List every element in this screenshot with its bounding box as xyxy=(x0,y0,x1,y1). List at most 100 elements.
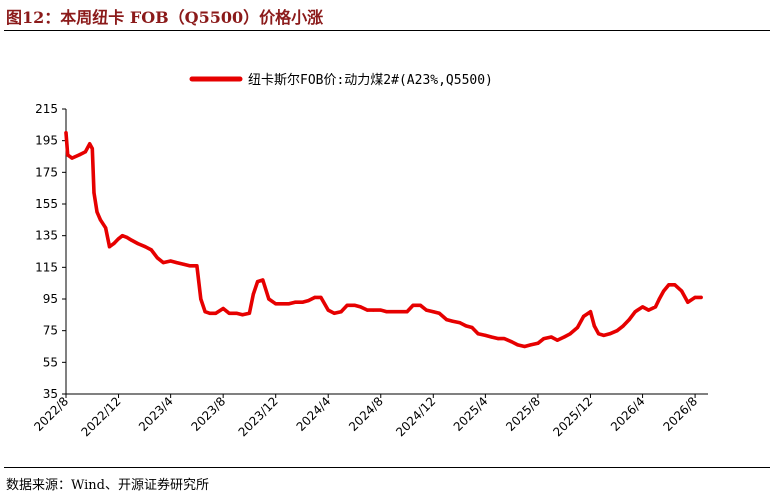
data-point xyxy=(112,242,116,246)
data-point xyxy=(411,303,415,307)
data-point xyxy=(615,329,619,333)
x-tick-labels: 2022/8 2022/12 2023/4 2023/8 2023/12 2024/4 20… xyxy=(31,394,700,439)
x-tick-label: 2024/8 xyxy=(346,394,386,434)
data-point xyxy=(98,218,102,222)
data-point xyxy=(555,338,559,342)
data-point xyxy=(306,299,310,303)
data-point xyxy=(597,332,601,336)
data-point xyxy=(203,310,207,314)
y-tick-label: 195 xyxy=(35,134,58,148)
data-point xyxy=(693,295,697,299)
data-point xyxy=(149,248,153,252)
data-point xyxy=(251,292,255,296)
x-tick-label: 2024/4 xyxy=(294,394,334,434)
y-tick-labels: 35 55 75 95 115 135 155 175 195 215 xyxy=(35,102,58,401)
data-point xyxy=(221,306,225,311)
data-point xyxy=(95,210,99,214)
data-point xyxy=(169,259,173,263)
data-point xyxy=(379,308,383,312)
data-point xyxy=(90,147,94,151)
data-point xyxy=(431,310,435,314)
data-point xyxy=(657,297,661,301)
y-tick-label: 215 xyxy=(35,102,58,116)
data-point xyxy=(647,308,651,312)
data-point xyxy=(523,344,527,349)
data-point xyxy=(199,297,203,301)
data-point xyxy=(66,153,70,157)
data-point xyxy=(536,341,540,345)
data-point xyxy=(181,262,186,266)
data-point xyxy=(136,242,140,246)
data-point xyxy=(120,234,124,238)
x-tick-label: 2026/8 xyxy=(660,394,700,434)
data-point xyxy=(588,310,593,314)
x-tick-label: 2022/12 xyxy=(78,394,123,439)
data-point xyxy=(627,318,631,322)
x-tick-label: 2023/8 xyxy=(189,394,229,434)
data-point xyxy=(247,311,251,315)
data-point xyxy=(549,335,553,339)
data-point xyxy=(188,264,192,268)
data-point xyxy=(575,325,580,330)
data-point xyxy=(458,321,462,325)
data-point xyxy=(608,332,612,336)
data-point xyxy=(510,340,514,344)
data-point xyxy=(287,302,291,306)
data-point xyxy=(234,311,239,315)
data-point xyxy=(464,324,468,328)
data-point xyxy=(326,308,330,312)
data-point xyxy=(489,335,493,339)
source-note: 数据来源：Wind、开源证券研究所 xyxy=(6,478,209,493)
legend-label: 纽卡斯尔FOB价:动力煤2#(A23%,Q5500) xyxy=(248,73,493,88)
data-point xyxy=(445,318,449,322)
data-point xyxy=(107,245,112,249)
data-point xyxy=(621,324,625,328)
data-point xyxy=(476,332,480,336)
data-point xyxy=(345,303,349,307)
y-tick-label: 155 xyxy=(35,197,58,211)
axes xyxy=(62,108,708,398)
data-point xyxy=(542,337,546,341)
series-group xyxy=(64,131,703,349)
data-point xyxy=(451,319,455,323)
data-point xyxy=(339,310,343,314)
data-point xyxy=(352,303,357,307)
data-point xyxy=(130,238,134,242)
data-point xyxy=(602,333,606,337)
data-point xyxy=(116,237,121,241)
data-point xyxy=(516,343,520,347)
data-point xyxy=(195,264,199,268)
x-tick-label: 2023/12 xyxy=(236,394,281,439)
x-tick-label: 2025/4 xyxy=(451,394,491,434)
figure-title: 图12：本周纽卡 FOB（Q5500）价格小涨 xyxy=(6,8,324,27)
data-point xyxy=(653,305,658,309)
data-point xyxy=(83,150,87,154)
data-point xyxy=(405,310,409,314)
data-point xyxy=(358,305,363,309)
data-point xyxy=(496,337,500,341)
y-tick-label: 35 xyxy=(43,387,58,401)
data-point xyxy=(92,191,96,195)
data-point xyxy=(208,311,212,315)
data-point xyxy=(398,310,402,314)
y-tick-label: 115 xyxy=(35,260,58,274)
data-point xyxy=(274,302,278,306)
data-point xyxy=(267,297,271,301)
data-point xyxy=(64,131,68,135)
data-point xyxy=(300,300,304,304)
data-point xyxy=(470,325,474,330)
data-point xyxy=(261,278,265,282)
data-point xyxy=(633,310,637,314)
data-point xyxy=(568,332,572,336)
data-point xyxy=(686,300,690,304)
data-point xyxy=(70,156,74,160)
y-tick-label: 55 xyxy=(43,355,58,369)
data-point xyxy=(562,335,566,339)
source-rule xyxy=(4,467,770,468)
data-point xyxy=(483,333,487,337)
data-point xyxy=(256,280,260,284)
data-point xyxy=(77,153,81,157)
data-point xyxy=(673,283,677,287)
title-rule xyxy=(4,30,770,31)
data-point xyxy=(240,313,245,317)
